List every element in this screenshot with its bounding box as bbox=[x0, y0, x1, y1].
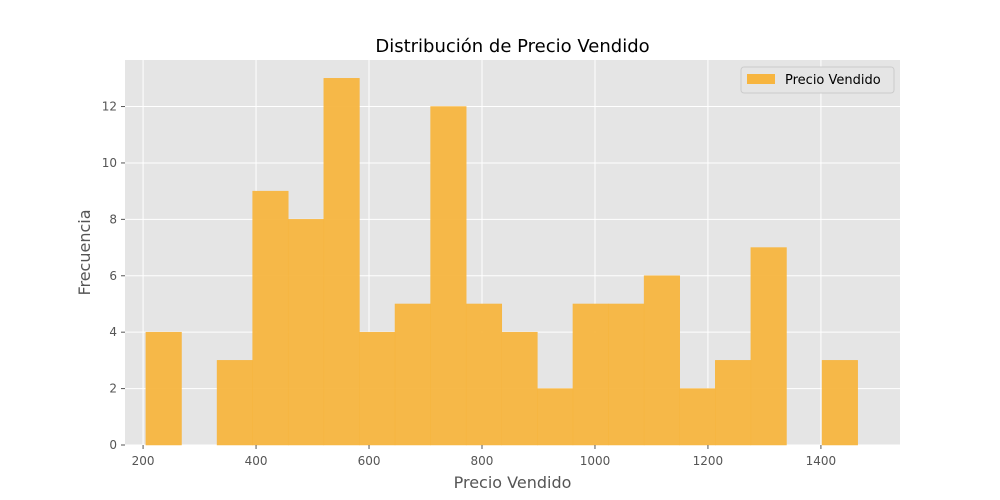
x-tick-label: 1200 bbox=[693, 454, 724, 468]
histogram-bar bbox=[465, 303, 503, 446]
histogram-bar bbox=[323, 78, 360, 446]
x-tick-label: 1000 bbox=[580, 454, 611, 468]
y-tick-label: 6 bbox=[109, 269, 117, 283]
histogram-bar bbox=[501, 331, 538, 446]
histogram-bar bbox=[394, 303, 431, 446]
histogram-bar bbox=[715, 360, 752, 446]
y-axis-label: Frecuencia bbox=[75, 209, 94, 295]
legend-swatch bbox=[747, 74, 775, 84]
x-tick-label: 800 bbox=[471, 454, 494, 468]
x-axis-label: Precio Vendido bbox=[454, 473, 572, 492]
y-tick-label: 10 bbox=[102, 156, 117, 170]
histogram-bar bbox=[643, 275, 680, 446]
histogram-bar bbox=[608, 303, 645, 446]
histogram-bar bbox=[359, 331, 396, 446]
x-tick-label: 600 bbox=[358, 454, 381, 468]
histogram-bar bbox=[145, 331, 182, 446]
x-tick-label: 1400 bbox=[806, 454, 837, 468]
bars bbox=[145, 78, 858, 446]
x-axis-ticks: 200 400 600 800 1000 1200 1400 bbox=[132, 445, 837, 468]
y-tick-label: 12 bbox=[102, 100, 117, 114]
histogram-bar bbox=[750, 247, 787, 446]
chart-title: Distribución de Precio Vendido bbox=[375, 36, 649, 57]
legend-box bbox=[740, 66, 895, 94]
y-tick-label: 8 bbox=[109, 212, 117, 226]
x-tick-label: 400 bbox=[245, 454, 268, 468]
y-axis-ticks: 0 2 4 6 8 10 12 bbox=[102, 100, 125, 452]
x-tick-label: 200 bbox=[132, 454, 155, 468]
histogram-bar bbox=[679, 388, 716, 446]
y-tick-label: 4 bbox=[109, 325, 117, 339]
histogram-bar bbox=[252, 190, 289, 446]
y-tick-label: 2 bbox=[109, 382, 117, 396]
histogram-bar bbox=[287, 219, 325, 446]
histogram-bar bbox=[572, 303, 609, 446]
legend-label: Precio Vendido bbox=[785, 73, 881, 88]
y-tick-label: 0 bbox=[109, 438, 117, 452]
histogram-bar bbox=[821, 360, 858, 446]
legend: Precio Vendido bbox=[740, 66, 895, 94]
histogram-bar bbox=[430, 106, 467, 446]
histogram-bar bbox=[537, 388, 574, 446]
histogram-bar bbox=[216, 360, 253, 446]
